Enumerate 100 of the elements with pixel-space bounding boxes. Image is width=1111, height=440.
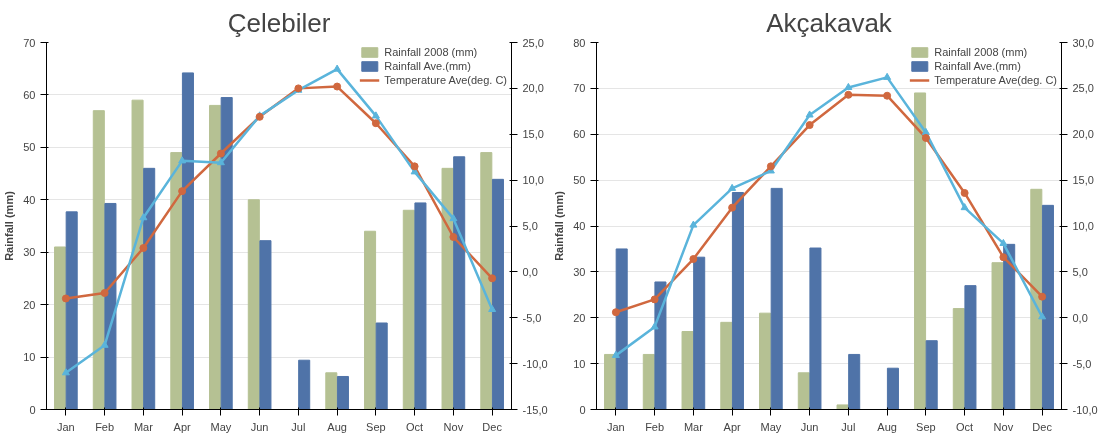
- y2-tick-label: 20,0: [522, 82, 544, 95]
- bar: [104, 202, 117, 410]
- x-tick-label: Apr: [173, 420, 192, 433]
- bar: [375, 322, 388, 410]
- point: [61, 368, 70, 376]
- point: [488, 304, 497, 313]
- x-tick-label: Oct: [406, 420, 424, 433]
- bar: [54, 246, 67, 410]
- x-tick-label: Mar: [133, 420, 154, 433]
- y2-tick-label: 0,0: [1072, 311, 1088, 324]
- bar: [65, 211, 78, 410]
- bar: [720, 321, 733, 410]
- y2-tick-label: 10,0: [1072, 220, 1094, 232]
- point: [1038, 292, 1047, 301]
- y-tick-label: 20: [573, 311, 586, 324]
- x-tick-label: May: [210, 420, 232, 433]
- bar: [964, 285, 977, 410]
- point: [844, 90, 853, 99]
- bar: [402, 209, 415, 410]
- point: [449, 214, 458, 222]
- x-tick-label: Dec: [1032, 420, 1053, 433]
- bar: [131, 99, 144, 410]
- point: [844, 82, 853, 90]
- bar: [991, 262, 1004, 410]
- bar: [925, 340, 938, 410]
- x-tick-label: Jul: [841, 420, 856, 433]
- point: [139, 244, 148, 253]
- x-tick-label: Aug: [327, 420, 347, 433]
- bar: [453, 156, 466, 410]
- bar: [441, 167, 454, 410]
- bar: [654, 281, 667, 410]
- point: [333, 64, 342, 72]
- point: [766, 162, 775, 171]
- point: [100, 288, 109, 297]
- x-tick-label: Jun: [250, 420, 269, 433]
- y2-tick-label: 20,0: [1072, 128, 1094, 141]
- legend-label: Rainfall Ave.(mm): [384, 60, 471, 72]
- x-tick-label: Jan: [607, 420, 625, 433]
- y-tick-label: 70: [573, 82, 586, 95]
- y2-tick-label: 25,0: [1072, 82, 1094, 95]
- y2-tick-label: -10,0: [522, 357, 548, 370]
- point: [960, 203, 969, 211]
- bar: [759, 312, 772, 410]
- y-axis-title: Rainfall (mm): [553, 190, 566, 261]
- point: [650, 295, 659, 304]
- bar: [615, 248, 628, 410]
- bar: [143, 167, 156, 410]
- y-tick-label: 30: [573, 265, 586, 278]
- point: [371, 111, 380, 119]
- point: [805, 121, 814, 130]
- bar: [797, 372, 810, 410]
- point: [178, 187, 187, 196]
- x-tick-label: Feb: [645, 420, 665, 433]
- point: [999, 238, 1008, 246]
- chart-title: Çelebiler: [227, 7, 331, 38]
- y-tick-label: 70: [23, 36, 36, 49]
- point: [689, 255, 698, 264]
- point: [883, 91, 892, 100]
- bar: [336, 375, 349, 410]
- bar: [886, 367, 899, 410]
- bar: [92, 110, 105, 410]
- y2-tick-label: 0,0: [522, 265, 538, 278]
- y-tick-label: 50: [23, 141, 36, 154]
- bar: [604, 353, 617, 410]
- y2-tick-label: 15,0: [522, 128, 544, 141]
- x-tick-label: Jul: [291, 420, 306, 433]
- x-tick-label: May: [760, 420, 782, 433]
- legend-label: Temperature Ave(deg. C): [934, 74, 1057, 86]
- y-tick-label: 40: [23, 193, 36, 206]
- bar: [731, 192, 744, 410]
- y2-tick-label: 25,0: [522, 36, 544, 49]
- y-tick-label: 30: [23, 246, 36, 259]
- y-tick-label: 10: [23, 351, 36, 364]
- point: [216, 149, 225, 158]
- point: [728, 203, 737, 212]
- point: [689, 220, 698, 228]
- y-tick-label: 80: [573, 36, 586, 49]
- point: [611, 350, 620, 358]
- point: [371, 119, 380, 128]
- y2-tick-label: -5,0: [1072, 357, 1092, 370]
- x-tick-label: Sep: [916, 420, 936, 433]
- point: [410, 162, 419, 171]
- y-tick-label: 50: [573, 174, 586, 187]
- legend-label: Rainfall Ave.(mm): [934, 60, 1021, 72]
- bar: [414, 202, 427, 410]
- point: [61, 294, 70, 303]
- legend-label: Rainfall 2008 (mm): [384, 46, 478, 58]
- y2-tick-label: -15,0: [522, 403, 548, 416]
- x-tick-label: Jun: [800, 420, 819, 433]
- point: [449, 233, 458, 241]
- x-tick-label: Sep: [366, 420, 386, 433]
- x-tick-label: Feb: [95, 420, 115, 433]
- bar: [952, 308, 965, 410]
- bar: [809, 247, 822, 410]
- x-tick-label: Mar: [683, 420, 704, 433]
- y2-tick-label: -10,0: [1072, 403, 1098, 416]
- bar: [170, 152, 183, 410]
- point: [216, 158, 225, 166]
- point: [960, 188, 969, 197]
- y-tick-label: 0: [579, 403, 586, 416]
